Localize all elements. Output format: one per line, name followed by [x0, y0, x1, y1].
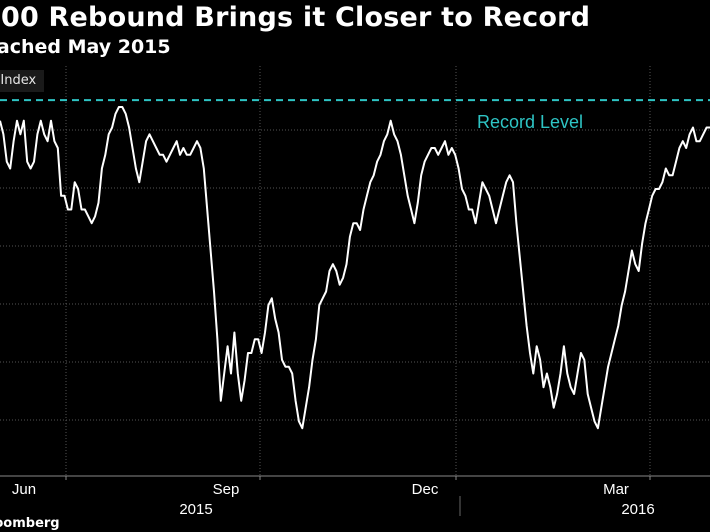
index-series-line	[0, 106, 710, 430]
x-tick-label: Dec	[412, 481, 439, 498]
year-label: 2015	[179, 501, 212, 518]
chart-subtitle: eached May 2015	[0, 36, 171, 58]
year-label: 2016	[621, 501, 654, 518]
x-tick-label: Sep	[213, 481, 240, 498]
legend-index-label: 0 Index	[0, 70, 45, 92]
x-tick-label: Jun	[12, 481, 36, 498]
x-axis: Jun Sep Dec Mar 2015 2016	[0, 475, 710, 518]
grid-layer	[0, 66, 710, 476]
record-level-label: Record Level	[477, 112, 583, 132]
chart-title: 500 Rebound Brings it Closer to Record	[0, 2, 591, 33]
source-label: Bloomberg	[0, 516, 60, 531]
x-tick-label: Mar	[603, 481, 629, 498]
